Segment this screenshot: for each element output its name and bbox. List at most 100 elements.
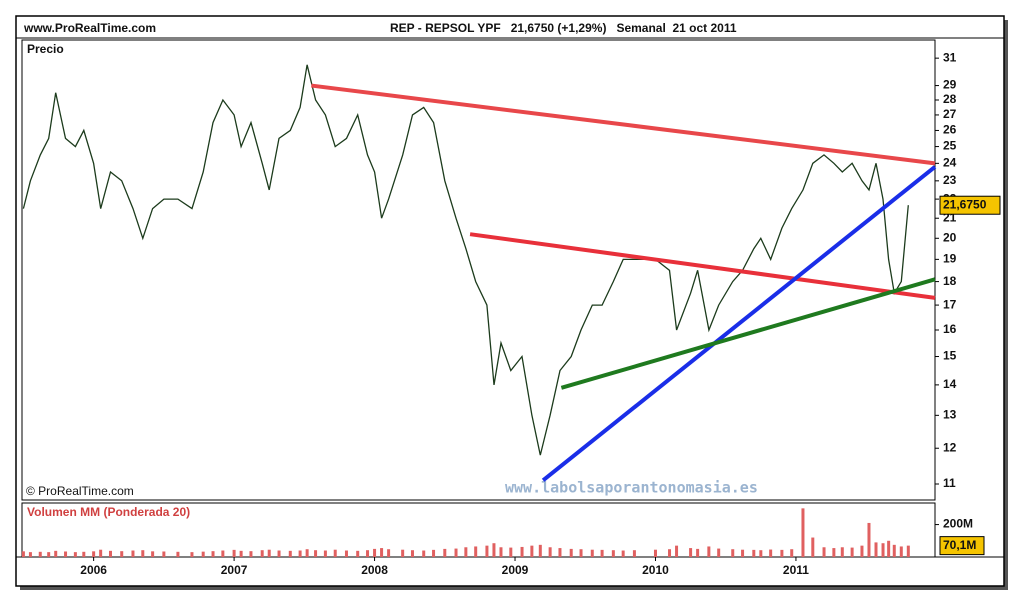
volume-bar bbox=[38, 551, 42, 557]
volume-bar bbox=[790, 549, 794, 557]
y-tick-label: 24 bbox=[943, 156, 957, 170]
volume-bar bbox=[108, 550, 112, 557]
y-tick-label: 13 bbox=[943, 408, 957, 422]
volume-bar bbox=[717, 548, 721, 557]
y-tick-label: 25 bbox=[943, 139, 957, 153]
volume-bar bbox=[569, 548, 573, 557]
price-line bbox=[22, 64, 909, 456]
volume-bar bbox=[899, 546, 903, 557]
volume-bar bbox=[443, 548, 447, 557]
volume-bar bbox=[867, 522, 871, 557]
volume-bar bbox=[769, 549, 773, 557]
x-tick-label: 2009 bbox=[502, 563, 529, 577]
volume-bar bbox=[162, 551, 166, 557]
volume-bar bbox=[47, 552, 51, 557]
trendline bbox=[560, 277, 936, 390]
volume-bar bbox=[314, 550, 318, 557]
volume-bar bbox=[190, 552, 194, 557]
volume-bar bbox=[387, 549, 391, 557]
volume-bar bbox=[221, 550, 225, 557]
volume-bar bbox=[232, 549, 236, 557]
volume-last-label: 70,1M bbox=[943, 538, 976, 552]
volume-bar bbox=[530, 545, 534, 557]
volume-bar bbox=[239, 550, 243, 557]
copyright: © ProRealTime.com bbox=[26, 484, 134, 498]
volume-bar bbox=[731, 549, 735, 557]
volume-tick-label: 200M bbox=[943, 517, 973, 531]
volume-bar bbox=[305, 549, 309, 557]
volume-label: Volumen MM (Ponderada 20) bbox=[27, 505, 190, 519]
x-tick-label: 2011 bbox=[783, 563, 809, 577]
volume-bar bbox=[696, 548, 700, 557]
volume-bar bbox=[509, 547, 513, 557]
y-tick-label: 16 bbox=[943, 322, 957, 336]
volume-bar bbox=[850, 547, 854, 557]
trendline bbox=[541, 165, 937, 482]
volume-bar bbox=[689, 548, 693, 557]
volume-bar bbox=[822, 547, 826, 557]
volume-bar bbox=[611, 550, 615, 557]
price-panel bbox=[21, 39, 936, 501]
volume-bar bbox=[579, 549, 583, 557]
volume-bar bbox=[54, 550, 58, 557]
volume-bar bbox=[499, 547, 503, 557]
volume-bar bbox=[277, 550, 281, 557]
volume-bar bbox=[380, 548, 384, 557]
volume-bar bbox=[201, 551, 205, 557]
y-tick-label: 27 bbox=[943, 107, 957, 121]
volume-bar bbox=[653, 549, 657, 557]
price-last-box bbox=[939, 195, 1001, 215]
volume-bar bbox=[288, 550, 292, 557]
watermark: www.labolsaporantonomasia.es bbox=[505, 479, 758, 497]
volume-bar bbox=[759, 550, 763, 557]
y-tick-label: 28 bbox=[943, 92, 957, 106]
volume-bar bbox=[176, 551, 180, 557]
volume-bar bbox=[590, 549, 594, 557]
y-tick-label: 29 bbox=[943, 78, 957, 92]
y-tick-label: 26 bbox=[943, 123, 957, 137]
volume-bar bbox=[811, 537, 815, 557]
volume-bar bbox=[410, 550, 414, 557]
volume-bar bbox=[538, 544, 542, 557]
x-tick-label: 2007 bbox=[221, 563, 248, 577]
volume-bar bbox=[492, 543, 496, 557]
panel-label: Precio bbox=[27, 42, 64, 56]
volume-bar bbox=[267, 549, 271, 557]
y-tick-label: 18 bbox=[943, 274, 957, 288]
volume-bar bbox=[249, 551, 253, 557]
header-title: REP - REPSOL YPF 21,6750 (+1,29%) Semana… bbox=[390, 21, 737, 35]
y-tick-label: 15 bbox=[943, 349, 957, 363]
volume-bar bbox=[92, 551, 96, 557]
volume-bar bbox=[520, 546, 524, 557]
volume-bar bbox=[741, 549, 745, 557]
volume-last-box bbox=[939, 536, 985, 556]
volume-bar bbox=[600, 549, 604, 557]
volume-bar bbox=[366, 550, 370, 557]
x-tick-label: 2008 bbox=[361, 563, 388, 577]
y-tick-label: 11 bbox=[943, 476, 956, 490]
volume-bar bbox=[892, 544, 896, 557]
volume-bar bbox=[64, 551, 68, 557]
volume-bar bbox=[464, 547, 468, 557]
x-tick-label: 2010 bbox=[642, 563, 669, 577]
volume-bar bbox=[298, 550, 302, 557]
x-tick-label: 2006 bbox=[80, 563, 107, 577]
volume-bar bbox=[840, 547, 844, 557]
volume-bar bbox=[881, 543, 885, 557]
volume-bar bbox=[373, 548, 377, 557]
volume-bar bbox=[99, 549, 103, 557]
volume-bar bbox=[874, 542, 878, 557]
volume-bar bbox=[21, 551, 25, 557]
volume-bar bbox=[141, 550, 145, 557]
volume-bar bbox=[801, 508, 805, 557]
volume-bar bbox=[432, 549, 436, 557]
volume-bar bbox=[860, 545, 864, 557]
volume-bar bbox=[120, 551, 124, 557]
volume-bar bbox=[151, 551, 155, 557]
volume-bar bbox=[356, 550, 360, 557]
trendline bbox=[311, 83, 936, 166]
y-tick-label: 31 bbox=[943, 50, 957, 64]
volume-bar bbox=[82, 551, 86, 557]
y-tick-label: 19 bbox=[943, 252, 957, 266]
